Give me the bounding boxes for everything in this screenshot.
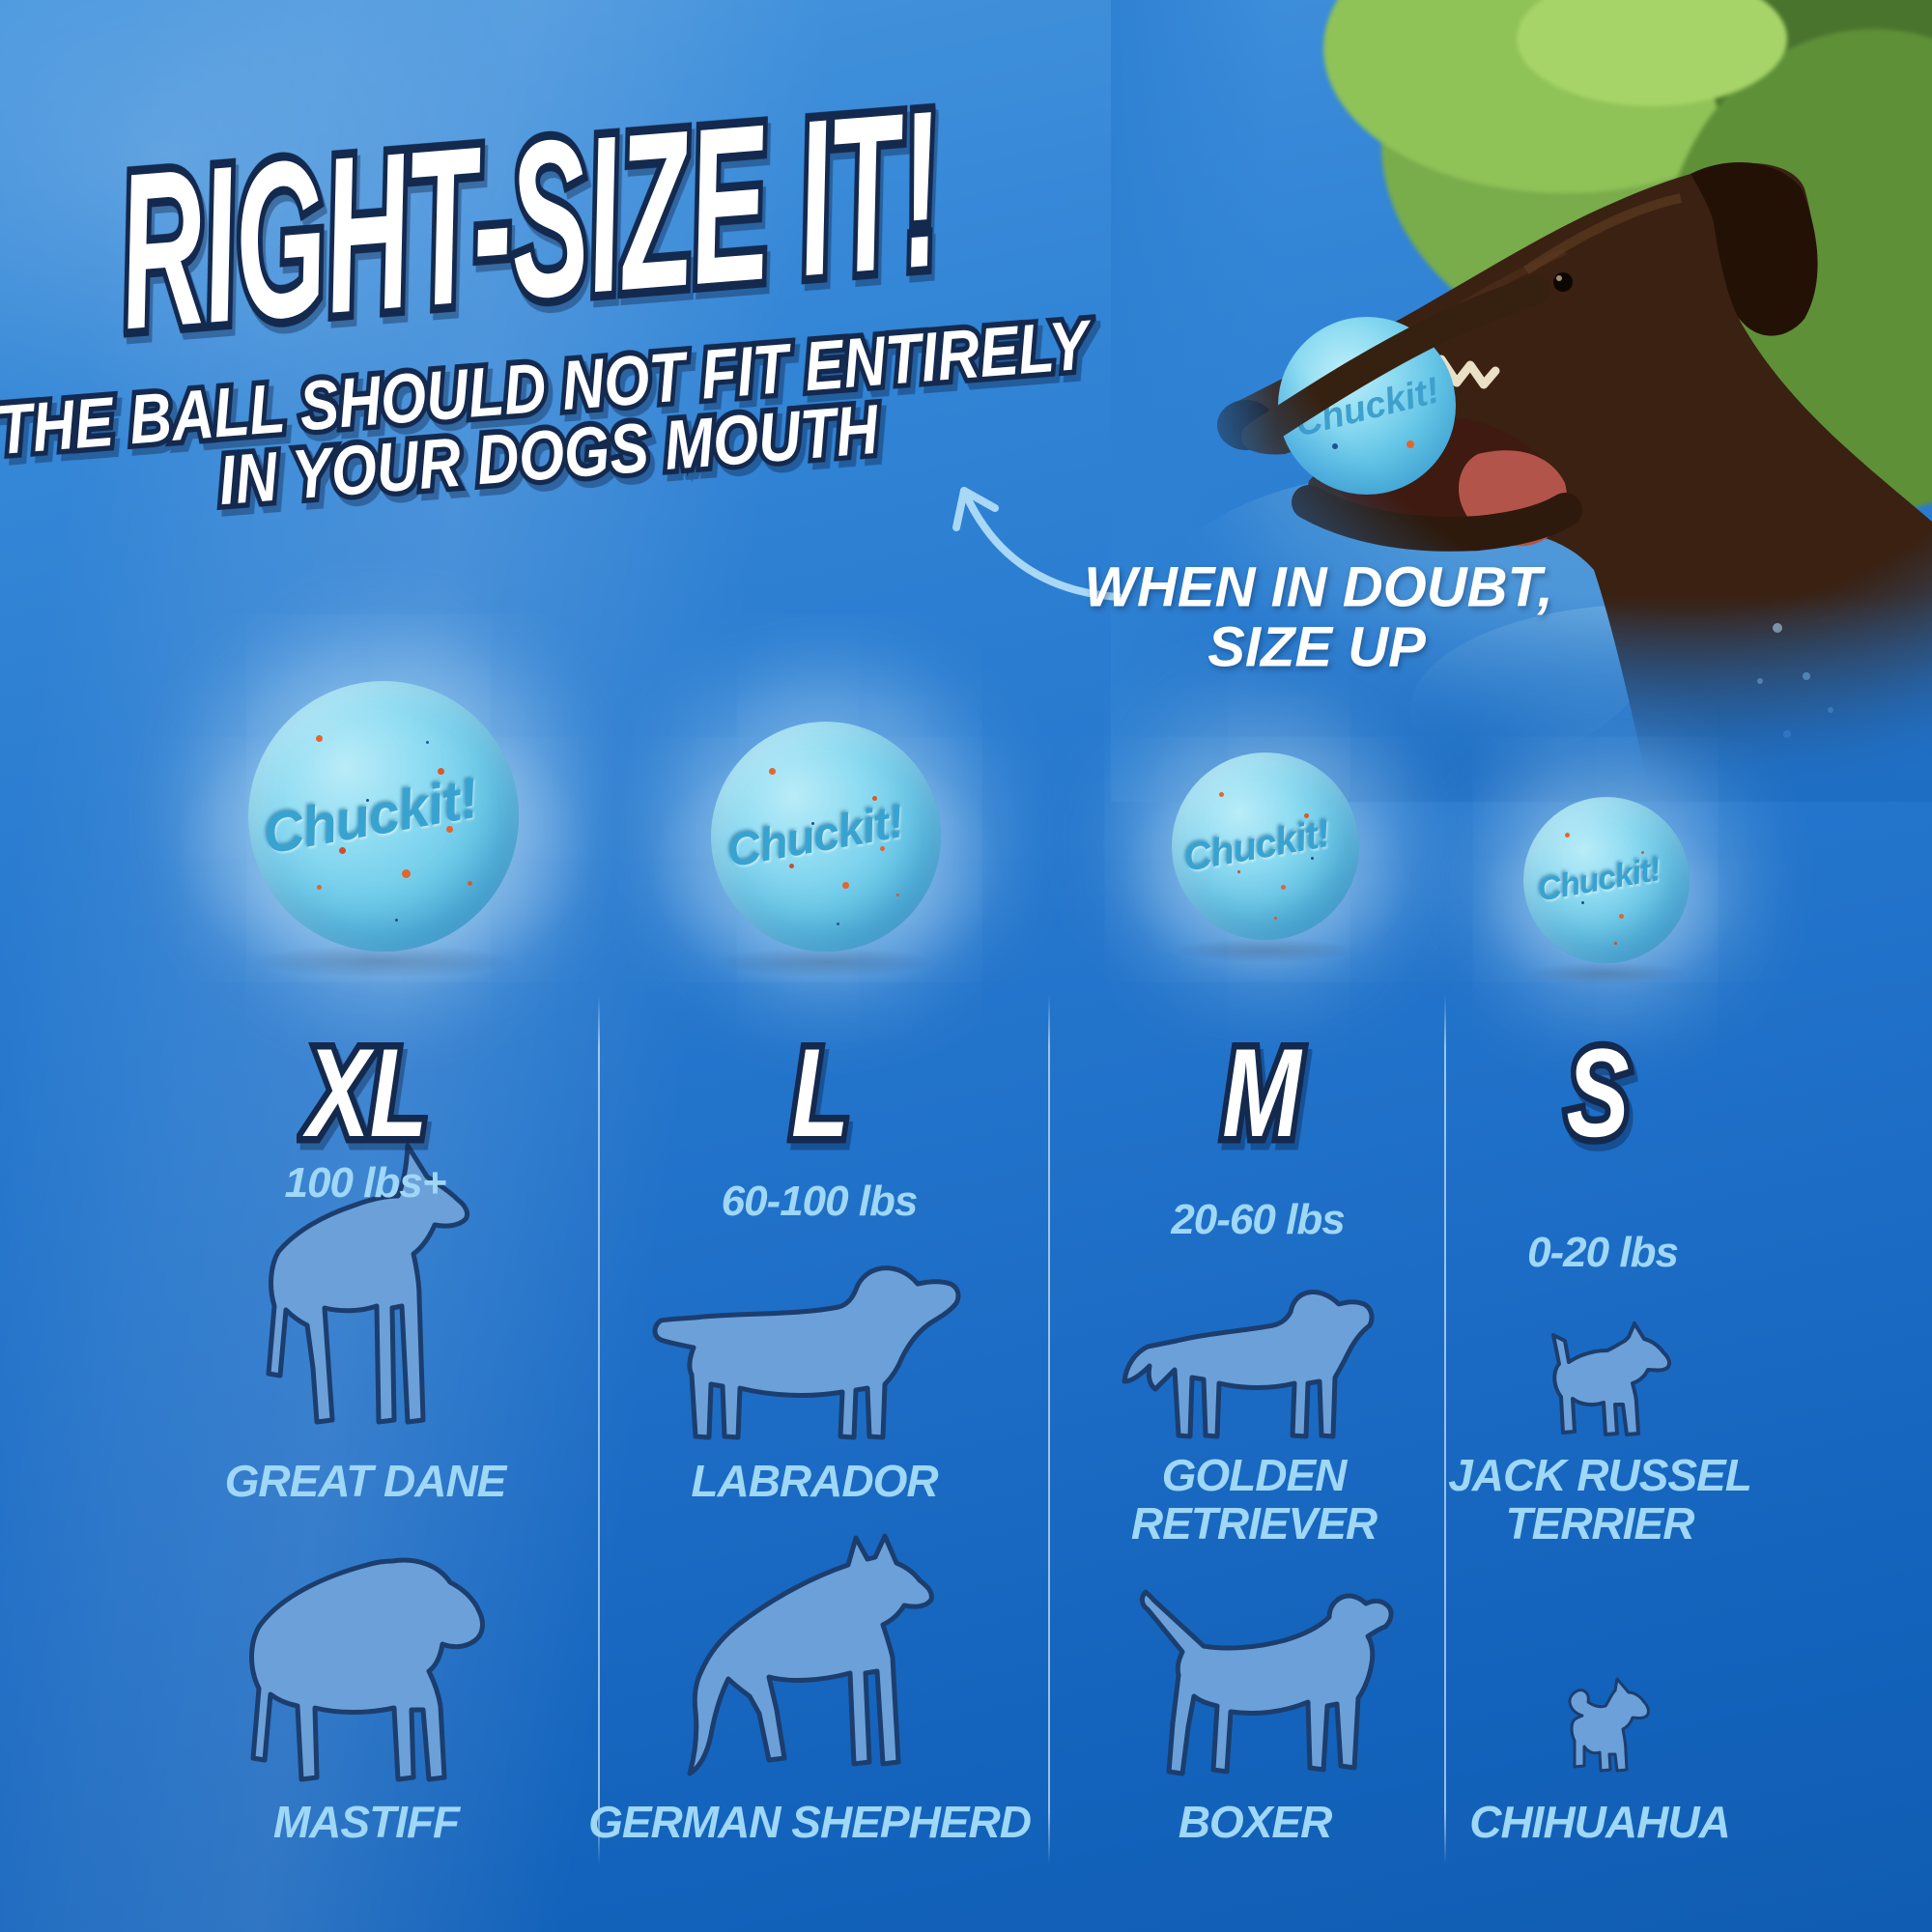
ball-speckles bbox=[711, 722, 718, 728]
ball-speckles bbox=[248, 681, 255, 688]
dog-name-jack-russel-terrier: JACK RUSSEL TERRIER bbox=[1448, 1450, 1752, 1548]
size-up-arrow-icon bbox=[952, 487, 1122, 601]
ball-shadow-m bbox=[1176, 938, 1355, 963]
ball-size-m: Chuckit! bbox=[1172, 753, 1359, 940]
dog-silhouette-mastiff bbox=[201, 1522, 526, 1788]
dog-silhouette-jack-russel-terrier bbox=[1524, 1314, 1684, 1445]
column-divider bbox=[1444, 995, 1446, 1864]
dog-silhouette-great-dane bbox=[216, 1132, 483, 1446]
size-label-m: M bbox=[1222, 1020, 1300, 1165]
ball-shadow-s bbox=[1526, 962, 1687, 985]
ball-logo: Chuckit! bbox=[258, 766, 483, 867]
dog-name-chihuahua: CHIHUAHUA bbox=[1469, 1797, 1731, 1847]
dog-name-labrador: LABRADOR bbox=[691, 1456, 938, 1506]
column-divider bbox=[598, 995, 600, 1864]
ball-logo: Chuckit! bbox=[1534, 850, 1663, 909]
ball-speckles bbox=[1172, 753, 1179, 759]
dog-name-great-dane: GREAT DANE bbox=[224, 1456, 507, 1506]
weight-range-s: 0-20 lbs bbox=[1527, 1229, 1679, 1276]
ball-shadow-l bbox=[716, 948, 936, 977]
weight-range-m: 20-60 lbs bbox=[1171, 1196, 1345, 1243]
size-label-l: L bbox=[791, 1020, 849, 1165]
column-divider bbox=[1048, 995, 1050, 1864]
dog-silhouette-german-shepherd bbox=[659, 1530, 944, 1779]
dog-name-german-shepherd: GERMAN SHEPHERD bbox=[588, 1797, 1032, 1847]
dog-silhouette-chihuahua bbox=[1551, 1671, 1658, 1777]
weight-range-l: 60-100 lbs bbox=[721, 1178, 919, 1225]
weight-range-xl: 100 lbs+ bbox=[284, 1159, 447, 1207]
ball-speckles bbox=[1523, 797, 1530, 804]
dog-name-boxer: BOXER bbox=[1178, 1797, 1333, 1847]
size-label-xl: XL bbox=[307, 1020, 428, 1165]
ball-size-xl: Chuckit! bbox=[248, 681, 519, 952]
size-label-s: S bbox=[1566, 1020, 1629, 1165]
ball-logo: Chuckit! bbox=[1179, 811, 1333, 880]
ball-size-s: Chuckit! bbox=[1523, 797, 1690, 963]
page-title: RIGHT-SIZE IT! bbox=[110, 64, 949, 376]
note-line-2: SIZE UP bbox=[1208, 615, 1426, 679]
ball-size-l: Chuckit! bbox=[711, 722, 941, 952]
dog-name-golden-retriever: GOLDEN RETRIEVER bbox=[1130, 1450, 1378, 1548]
dog-silhouette-boxer bbox=[1130, 1578, 1401, 1779]
ball-logo: Chuckit! bbox=[723, 795, 907, 877]
photo-edge-fade bbox=[1111, 0, 1932, 802]
dog-name-mastiff: MASTIFF bbox=[272, 1797, 460, 1847]
dog-silhouette-labrador bbox=[645, 1239, 979, 1447]
dog-silhouette-golden-retriever bbox=[1119, 1258, 1375, 1443]
note-line-1: WHEN IN DOUBT, bbox=[1084, 555, 1553, 619]
